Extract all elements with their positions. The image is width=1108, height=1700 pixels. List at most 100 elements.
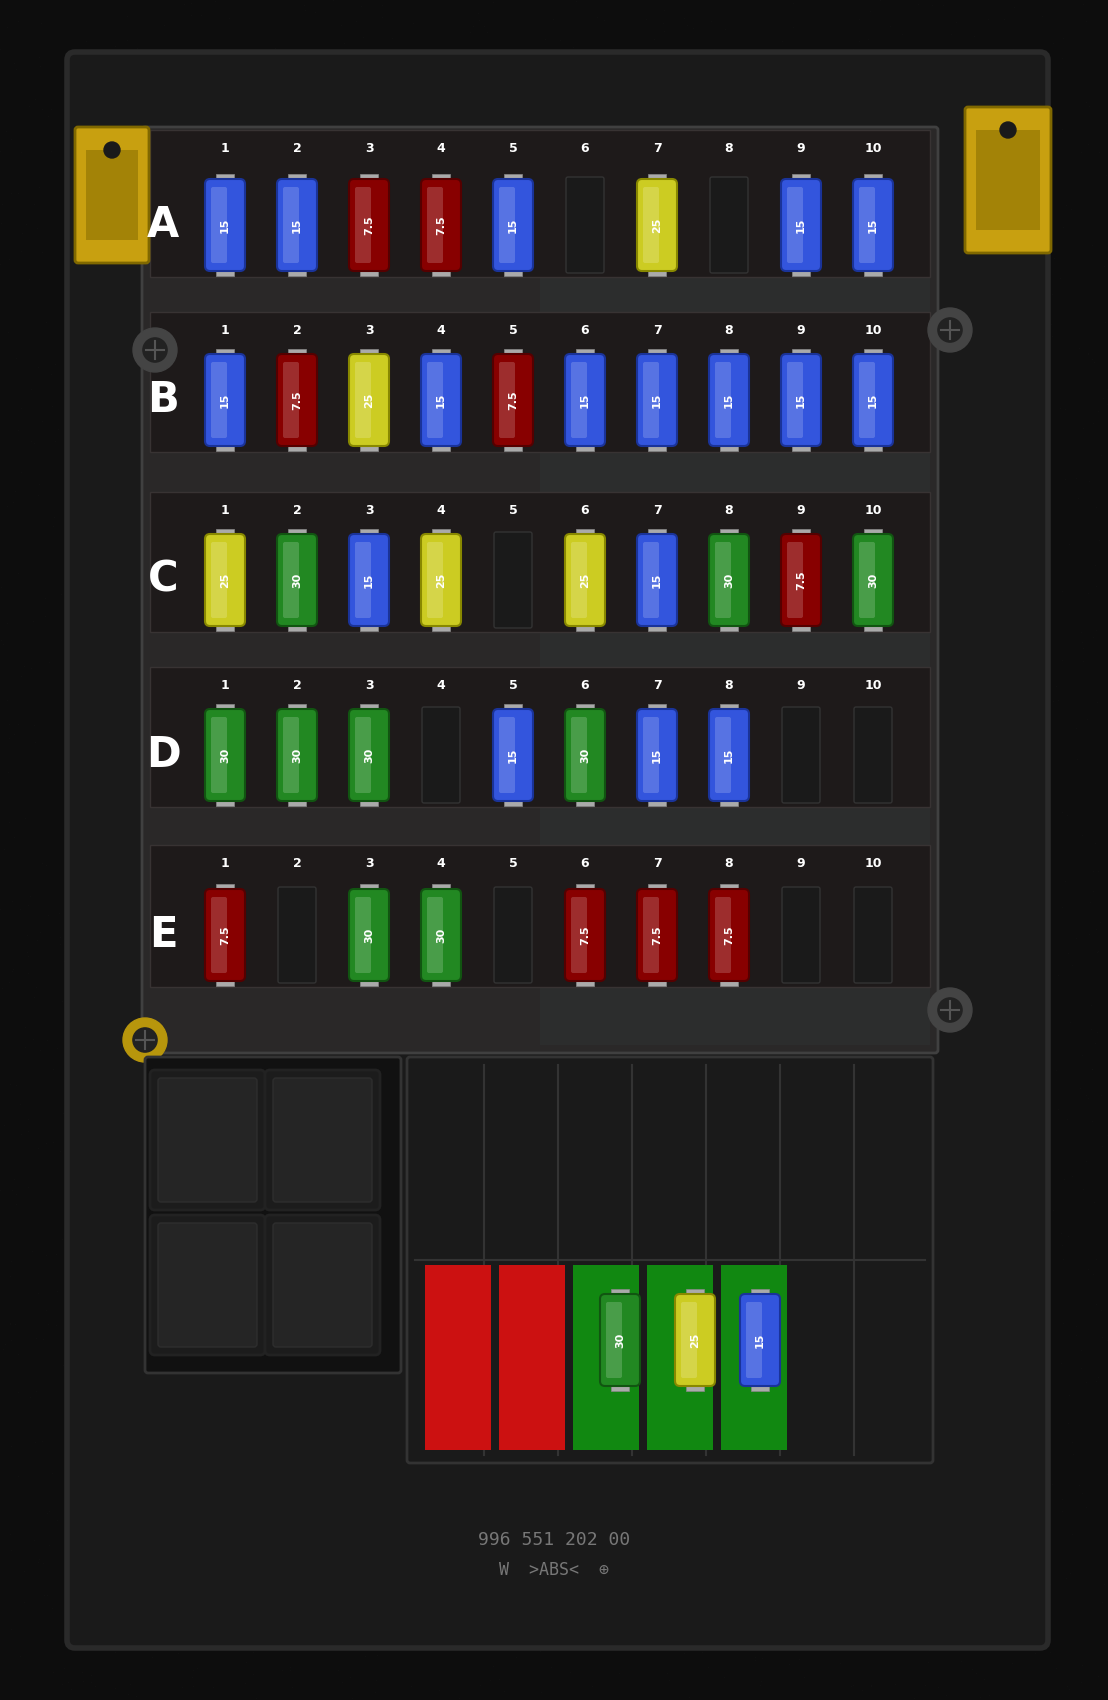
- Text: W  >ABS<  ⊕: W >ABS< ⊕: [499, 1561, 609, 1579]
- Bar: [792, 264, 810, 275]
- Text: 6: 6: [581, 323, 589, 337]
- Bar: [360, 619, 378, 631]
- Bar: [648, 794, 666, 806]
- Text: 30: 30: [365, 748, 375, 763]
- FancyBboxPatch shape: [422, 707, 460, 802]
- Circle shape: [929, 988, 972, 1032]
- Bar: [647, 1265, 714, 1450]
- FancyBboxPatch shape: [427, 362, 443, 439]
- Text: 2: 2: [293, 678, 301, 692]
- Text: 1: 1: [220, 857, 229, 869]
- Text: 8: 8: [725, 141, 733, 155]
- FancyBboxPatch shape: [211, 717, 227, 792]
- Text: 10: 10: [864, 503, 882, 517]
- Bar: [686, 1379, 704, 1391]
- Bar: [432, 173, 450, 185]
- Bar: [288, 794, 306, 806]
- Bar: [792, 619, 810, 631]
- Text: 3: 3: [365, 857, 373, 869]
- Text: 9: 9: [797, 503, 806, 517]
- Bar: [360, 348, 378, 360]
- Text: 3: 3: [365, 141, 373, 155]
- Bar: [288, 704, 306, 716]
- FancyBboxPatch shape: [150, 1069, 265, 1210]
- Text: 15: 15: [868, 393, 878, 408]
- FancyBboxPatch shape: [349, 889, 389, 981]
- Bar: [648, 264, 666, 275]
- FancyBboxPatch shape: [205, 889, 245, 981]
- FancyBboxPatch shape: [571, 542, 587, 619]
- Text: 30: 30: [293, 748, 302, 763]
- FancyBboxPatch shape: [709, 354, 749, 445]
- FancyBboxPatch shape: [715, 542, 731, 619]
- Bar: [216, 264, 234, 275]
- Bar: [432, 974, 450, 986]
- FancyBboxPatch shape: [283, 362, 299, 439]
- FancyBboxPatch shape: [283, 717, 299, 792]
- FancyBboxPatch shape: [740, 1294, 780, 1386]
- Bar: [288, 264, 306, 275]
- Bar: [360, 704, 378, 716]
- Bar: [720, 348, 738, 360]
- Bar: [288, 439, 306, 451]
- FancyBboxPatch shape: [349, 354, 389, 445]
- FancyBboxPatch shape: [421, 534, 461, 626]
- Text: 7.5: 7.5: [507, 391, 519, 410]
- FancyBboxPatch shape: [637, 889, 677, 981]
- Bar: [504, 348, 522, 360]
- FancyBboxPatch shape: [75, 128, 148, 264]
- Text: 2: 2: [293, 857, 301, 869]
- Text: 15: 15: [579, 393, 589, 408]
- Text: 7.5: 7.5: [437, 216, 447, 235]
- Text: 6: 6: [581, 503, 589, 517]
- FancyBboxPatch shape: [355, 898, 371, 972]
- Text: 30: 30: [220, 748, 230, 763]
- Text: 15: 15: [724, 393, 733, 408]
- Bar: [576, 439, 594, 451]
- FancyBboxPatch shape: [746, 1302, 762, 1379]
- Text: 15: 15: [220, 218, 230, 233]
- Bar: [611, 1379, 629, 1391]
- Bar: [432, 439, 450, 451]
- Bar: [360, 264, 378, 275]
- FancyBboxPatch shape: [854, 707, 892, 802]
- Text: 25: 25: [220, 573, 230, 588]
- Bar: [686, 1289, 704, 1300]
- Bar: [216, 173, 234, 185]
- FancyBboxPatch shape: [499, 187, 515, 264]
- FancyBboxPatch shape: [782, 887, 820, 983]
- FancyBboxPatch shape: [710, 177, 748, 274]
- Text: 7.5: 7.5: [365, 216, 375, 235]
- Bar: [216, 439, 234, 451]
- Text: 2: 2: [293, 141, 301, 155]
- Text: B: B: [147, 379, 178, 422]
- Bar: [576, 794, 594, 806]
- FancyBboxPatch shape: [709, 709, 749, 801]
- FancyBboxPatch shape: [211, 542, 227, 619]
- Bar: [288, 348, 306, 360]
- FancyBboxPatch shape: [643, 362, 659, 439]
- Text: 15: 15: [365, 573, 375, 588]
- Bar: [150, 313, 930, 452]
- Text: 25: 25: [437, 573, 447, 588]
- FancyBboxPatch shape: [965, 107, 1051, 253]
- FancyBboxPatch shape: [859, 187, 875, 264]
- Text: 4: 4: [437, 857, 445, 869]
- Text: 9: 9: [797, 323, 806, 337]
- Text: 25: 25: [579, 573, 589, 588]
- FancyBboxPatch shape: [637, 354, 677, 445]
- Bar: [792, 439, 810, 451]
- FancyBboxPatch shape: [565, 709, 605, 801]
- Bar: [504, 794, 522, 806]
- FancyBboxPatch shape: [637, 178, 677, 270]
- Bar: [576, 704, 594, 716]
- FancyBboxPatch shape: [150, 1216, 265, 1355]
- FancyBboxPatch shape: [715, 362, 731, 439]
- Circle shape: [143, 338, 167, 362]
- Bar: [648, 529, 666, 541]
- Bar: [360, 974, 378, 986]
- Bar: [360, 529, 378, 541]
- FancyBboxPatch shape: [499, 362, 515, 439]
- FancyBboxPatch shape: [637, 709, 677, 801]
- Text: 5: 5: [509, 141, 517, 155]
